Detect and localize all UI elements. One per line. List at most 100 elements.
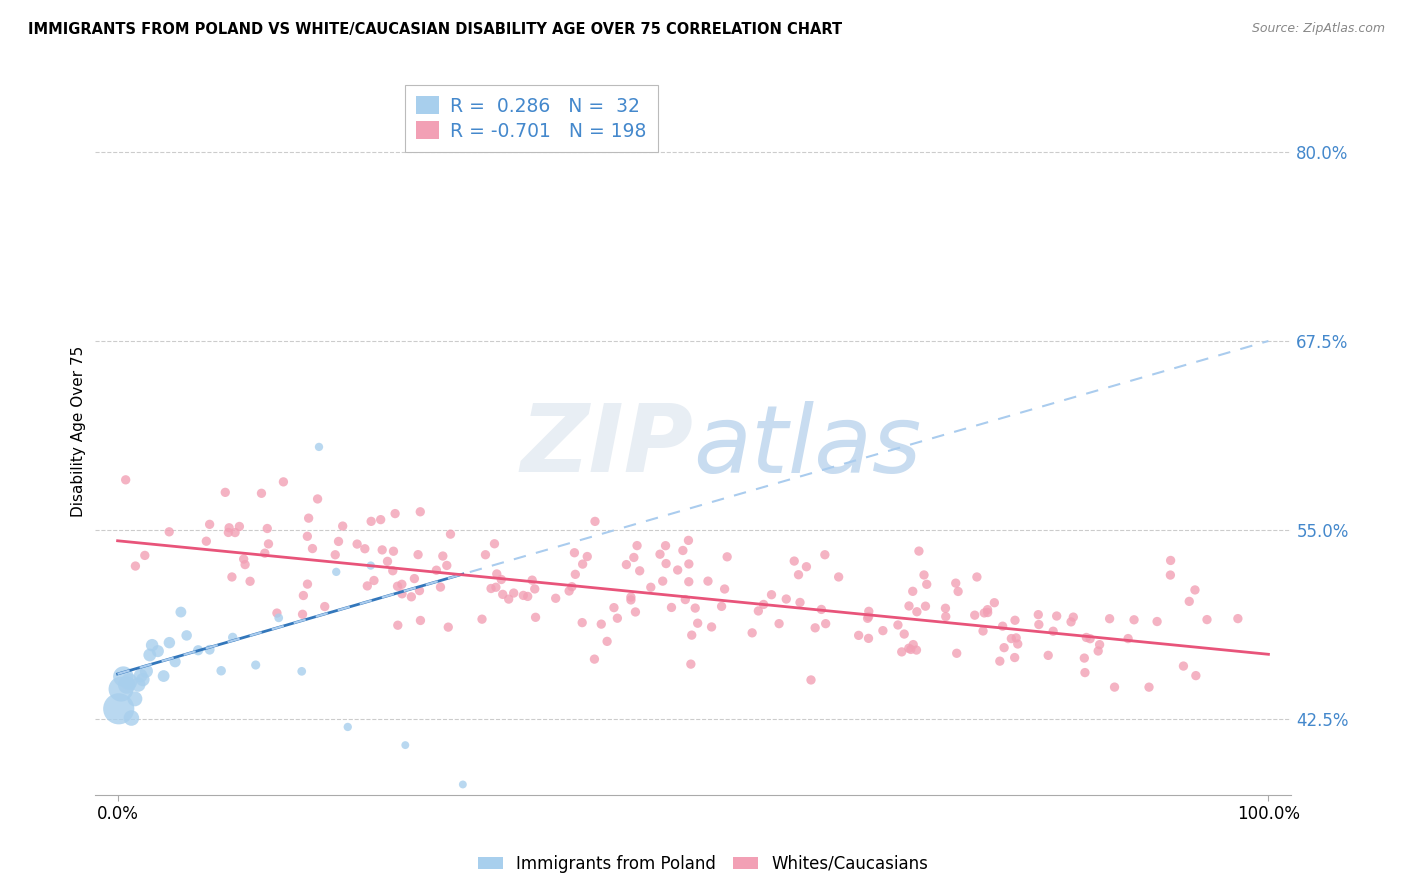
Point: [1026, 607, 1049, 622]
Point: [239, 574, 262, 589]
Point: [298, 511, 321, 525]
Point: [170, 605, 193, 619]
Point: [114, 473, 136, 487]
Point: [301, 541, 323, 556]
Point: [890, 645, 912, 659]
Point: [1060, 615, 1083, 629]
Point: [1160, 553, 1182, 567]
Point: [256, 521, 278, 535]
Point: [576, 549, 599, 564]
Point: [401, 590, 423, 604]
Point: [273, 475, 295, 489]
Point: [934, 601, 956, 615]
Point: [561, 580, 583, 594]
Point: [409, 614, 432, 628]
Point: [603, 600, 626, 615]
Point: [713, 582, 735, 596]
Point: [112, 669, 135, 683]
Point: [250, 486, 273, 500]
Point: [308, 440, 330, 454]
Point: [266, 606, 288, 620]
Point: [346, 537, 368, 551]
Point: [492, 587, 515, 601]
Point: [404, 572, 426, 586]
Point: [228, 519, 250, 533]
Point: [214, 485, 236, 500]
Point: [905, 643, 928, 657]
Point: [887, 618, 910, 632]
Point: [935, 609, 957, 624]
Point: [700, 620, 723, 634]
Point: [292, 589, 315, 603]
Point: [132, 673, 155, 687]
Point: [1004, 613, 1026, 627]
Point: [1123, 613, 1146, 627]
Legend: R =  0.286   N =  32, R = -0.701   N = 198: R = 0.286 N = 32, R = -0.701 N = 198: [405, 85, 658, 152]
Point: [1087, 644, 1109, 658]
Point: [800, 673, 823, 687]
Point: [391, 577, 413, 591]
Point: [118, 674, 141, 689]
Point: [491, 573, 513, 587]
Point: [710, 599, 733, 614]
Point: [485, 580, 508, 594]
Point: [623, 550, 645, 565]
Point: [356, 579, 378, 593]
Point: [328, 534, 350, 549]
Point: [787, 567, 810, 582]
Point: [384, 507, 406, 521]
Point: [983, 596, 1005, 610]
Point: [408, 583, 430, 598]
Point: [221, 631, 243, 645]
Point: [474, 548, 496, 562]
Point: [485, 566, 508, 581]
Point: [1028, 617, 1050, 632]
Point: [232, 552, 254, 566]
Point: [620, 590, 643, 604]
Point: [768, 616, 790, 631]
Point: [524, 610, 547, 624]
Point: [165, 655, 187, 669]
Point: [893, 627, 915, 641]
Point: [564, 546, 586, 560]
Point: [1074, 665, 1097, 680]
Point: [314, 599, 336, 614]
Point: [257, 537, 280, 551]
Point: [679, 657, 702, 672]
Point: [945, 646, 967, 660]
Point: [141, 638, 163, 652]
Point: [127, 677, 149, 691]
Point: [796, 559, 818, 574]
Point: [406, 548, 429, 562]
Point: [848, 628, 870, 642]
Point: [233, 558, 256, 572]
Point: [1195, 613, 1218, 627]
Point: [628, 564, 651, 578]
Point: [363, 574, 385, 588]
Point: [1076, 631, 1098, 645]
Point: [1137, 680, 1160, 694]
Point: [325, 565, 347, 579]
Point: [596, 634, 619, 648]
Point: [564, 567, 586, 582]
Point: [484, 537, 506, 551]
Point: [1000, 632, 1022, 646]
Point: [672, 543, 695, 558]
Point: [898, 599, 921, 613]
Point: [912, 568, 935, 582]
Point: [827, 570, 849, 584]
Point: [291, 665, 314, 679]
Point: [498, 592, 520, 607]
Point: [716, 549, 738, 564]
Point: [544, 591, 567, 606]
Point: [512, 589, 534, 603]
Point: [253, 546, 276, 560]
Point: [901, 584, 924, 599]
Point: [382, 544, 405, 558]
Point: [571, 615, 593, 630]
Point: [946, 584, 969, 599]
Point: [814, 616, 837, 631]
Point: [897, 641, 920, 656]
Point: [640, 580, 662, 594]
Point: [783, 554, 806, 568]
